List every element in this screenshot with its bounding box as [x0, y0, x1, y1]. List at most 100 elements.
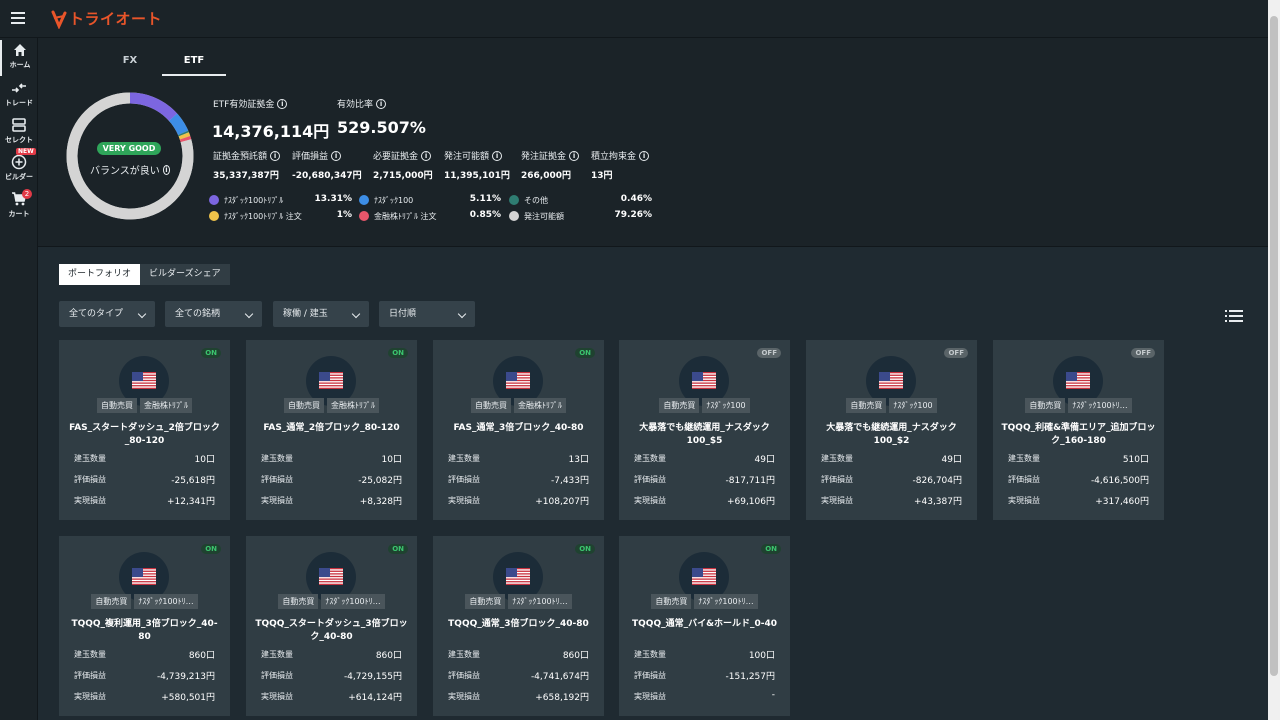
logo-text: トライオート — [69, 10, 163, 28]
legend-label: ﾅｽﾀﾞｯｸ100ﾄﾘﾌﾟﾙ 注文 — [224, 212, 302, 221]
tag: 自動売買 — [471, 398, 511, 413]
etf-margin-label-text: ETF有効証拠金 — [213, 100, 275, 110]
info-icon[interactable]: i — [492, 150, 503, 161]
quantity-value: 510口 — [1122, 455, 1149, 465]
portfolio-card[interactable]: ON 自動売買 ﾅｽﾀﾞｯｸ100ﾄﾘ… TQQQ_通常_3倍ブロック_40-80 建玉… — [433, 536, 604, 716]
scrollbar[interactable] — [1268, 0, 1280, 720]
tag: 自動売買 — [465, 594, 506, 609]
us-flag-icon — [319, 568, 343, 585]
info-icon[interactable]: i — [376, 98, 387, 109]
us-flag-icon — [132, 568, 156, 585]
us-flag-icon — [319, 372, 343, 389]
legend-label: その他 — [524, 196, 548, 205]
logo[interactable]: トライオート — [51, 8, 162, 29]
sidebar-item-select[interactable]: セレクト — [0, 115, 38, 151]
metric-value: 13円 — [591, 171, 613, 181]
tab-etf[interactable]: ETF — [162, 48, 226, 76]
tag: 自動売買 — [97, 398, 137, 413]
portfolio-card[interactable]: OFF 自動売買 ﾅｽﾀﾞｯｸ100 大暴落でも継続運用_ナスダック100_$5 建玉数… — [619, 340, 790, 520]
portfolio-card[interactable]: ON 自動売買 ﾅｽﾀﾞｯｸ100ﾄﾘ… TQQQ_スタートダッシュ_3倍ブロック_4… — [246, 536, 417, 716]
portfolio-card[interactable]: ON 自動売買 金融株ﾄﾘﾌﾟﾙ FAS_スタートダッシュ_2倍ブロック_80-120… — [59, 340, 230, 520]
symbol-avatar — [493, 552, 543, 602]
sidebar-item-home[interactable]: ホーム — [0, 40, 38, 76]
realized-pnl-value: +12,341円 — [166, 497, 215, 507]
card-title: TQQQ_スタートダッシュ_3倍ブロック_40-80 — [255, 619, 408, 642]
portfolio-card[interactable]: ON 自動売買 金融株ﾄﾘﾌﾟﾙ FAS_通常_2倍ブロック_80-120 建玉数量 10… — [246, 340, 417, 520]
row-label: 建玉数量 — [261, 454, 293, 463]
filter-status-select[interactable]: 稼働 / 建玉 — [273, 301, 369, 327]
tab-builders-share[interactable]: ビルダーズシェア — [140, 264, 230, 285]
info-icon[interactable]: i — [277, 98, 288, 109]
select-icon — [12, 118, 26, 132]
card-title: TQQQ_通常_バイ&ホールド_0-40 — [632, 619, 777, 629]
row-label: 評価損益 — [74, 671, 106, 680]
quantity-value: 860口 — [562, 651, 589, 661]
filter-sort-select[interactable]: 日付順 — [379, 301, 475, 327]
tag: ﾅｽﾀﾞｯｸ100ﾄﾘ… — [1068, 398, 1132, 413]
card-title: FAS_通常_3倍ブロック_40-80 — [453, 423, 584, 433]
status-badge: ON — [575, 544, 595, 554]
chevron-down-icon — [457, 309, 467, 319]
sidebar-item-cart[interactable]: 2 カート — [0, 189, 38, 225]
effective-ratio-label-text: 有効比率 — [337, 100, 374, 110]
scrollbar-thumb[interactable] — [1270, 16, 1278, 676]
row-label: 実現損益 — [261, 496, 293, 505]
tag-list: 自動売買 ﾅｽﾀﾞｯｸ100ﾄﾘ… — [619, 594, 790, 609]
info-icon[interactable]: i — [331, 150, 342, 161]
filter-label: 稼働 / 建玉 — [283, 309, 328, 319]
metric-value: -20,680,347円 — [292, 171, 362, 181]
row-label: 評価損益 — [74, 475, 106, 484]
row-label: 実現損益 — [1008, 496, 1040, 505]
tag-list: 自動売買 ﾅｽﾀﾞｯｸ100ﾄﾘ… — [993, 398, 1164, 413]
hamburger-menu-icon[interactable] — [11, 12, 25, 24]
portfolio-card[interactable]: ON 自動売買 ﾅｽﾀﾞｯｸ100ﾄﾘ… TQQQ_複利運用_3倍ブロック_40-80… — [59, 536, 230, 716]
info-icon[interactable]: i — [162, 164, 170, 175]
status-badge: ON — [761, 544, 781, 554]
eval-pnl-value: -7,433円 — [550, 476, 589, 486]
chevron-down-icon — [137, 309, 147, 319]
sidebar-item-label: ビルダー — [5, 173, 33, 181]
tag: 自動売買 — [278, 594, 319, 609]
filter-type-select[interactable]: 全てのタイプ — [59, 301, 155, 327]
tag: ﾅｽﾀﾞｯｸ100ﾄﾘ… — [321, 594, 385, 609]
row-label: 建玉数量 — [634, 454, 666, 463]
status-badge: ON — [201, 544, 221, 554]
eval-pnl-value: -826,704円 — [912, 476, 962, 486]
portfolio-card[interactable]: ON 自動売買 ﾅｽﾀﾞｯｸ100ﾄﾘ… TQQQ_通常_バイ&ホールド_0-40 建玉… — [619, 536, 790, 716]
info-icon[interactable]: i — [270, 150, 281, 161]
tag-list: 自動売買 ﾅｽﾀﾞｯｸ100ﾄﾘ… — [433, 594, 604, 609]
legend-dot — [509, 195, 519, 205]
effective-ratio-label: 有効比率 i — [337, 97, 387, 110]
filter-label: 日付順 — [389, 309, 417, 319]
tab-fx[interactable]: FX — [122, 55, 138, 66]
list-view-icon[interactable] — [1225, 310, 1243, 322]
portfolio-card[interactable]: ON 自動売買 金融株ﾄﾘﾌﾟﾙ FAS_通常_3倍ブロック_40-80 建玉数量 13口… — [433, 340, 604, 520]
eval-pnl-value: -817,711円 — [725, 476, 775, 486]
filter-symbol-select[interactable]: 全ての銘柄 — [165, 301, 262, 327]
row-label: 建玉数量 — [74, 650, 106, 659]
tab-portfolio[interactable]: ポートフォリオ — [59, 264, 141, 285]
metric-label-text: 証拠金預託額 — [213, 152, 268, 162]
row-label: 建玉数量 — [634, 650, 666, 659]
row-label: 建玉数量 — [261, 650, 293, 659]
tag-list: 自動売買 金融株ﾄﾘﾌﾟﾙ — [246, 398, 417, 413]
eval-pnl-value: -25,618円 — [171, 476, 215, 486]
row-label: 建玉数量 — [448, 650, 480, 659]
info-icon[interactable]: i — [569, 150, 580, 161]
realized-pnl-value: +108,207円 — [535, 497, 589, 507]
portfolio-card[interactable]: OFF 自動売買 ﾅｽﾀﾞｯｸ100 大暴落でも継続運用_ナスダック100_$2 建玉数… — [806, 340, 977, 520]
sidebar-item-builder[interactable]: NEW ビルダー — [0, 148, 38, 188]
legend-dot — [359, 195, 369, 205]
info-icon[interactable]: i — [639, 150, 650, 161]
portfolio-card[interactable]: OFF 自動売買 ﾅｽﾀﾞｯｸ100ﾄﾘ… TQQQ_利確&準備エリア_追加ブロック_… — [993, 340, 1164, 520]
info-icon[interactable]: i — [421, 150, 432, 161]
effective-ratio-value: 529.507% — [337, 118, 426, 137]
sidebar: ホーム トレード セレクト NEW ビルダー 2 カート — [0, 38, 38, 720]
metric-label: 積立拘束金 i — [591, 149, 650, 162]
sidebar-item-trade[interactable]: トレード — [0, 78, 38, 114]
etf-margin-value: 14,376,114円 — [212, 122, 330, 141]
symbol-avatar — [1053, 356, 1103, 406]
legend-label: ﾅｽﾀﾞｯｸ100ﾄﾘﾌﾟﾙ — [224, 196, 284, 205]
row-label: 評価損益 — [634, 475, 666, 484]
card-title: TQQQ_利確&準備エリア_追加ブロック_160-180 — [1001, 423, 1156, 446]
